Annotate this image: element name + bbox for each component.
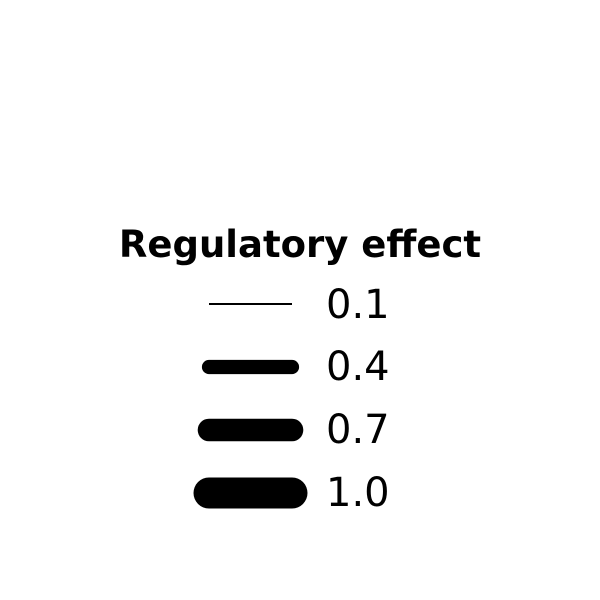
legend-label-1: 0.4 <box>326 344 390 390</box>
legend-label-2: 0.7 <box>326 407 390 453</box>
legend-title: Regulatory effect <box>118 223 482 266</box>
legend-label-3: 1.0 <box>326 470 390 516</box>
legend-label-0: 0.1 <box>326 282 390 328</box>
